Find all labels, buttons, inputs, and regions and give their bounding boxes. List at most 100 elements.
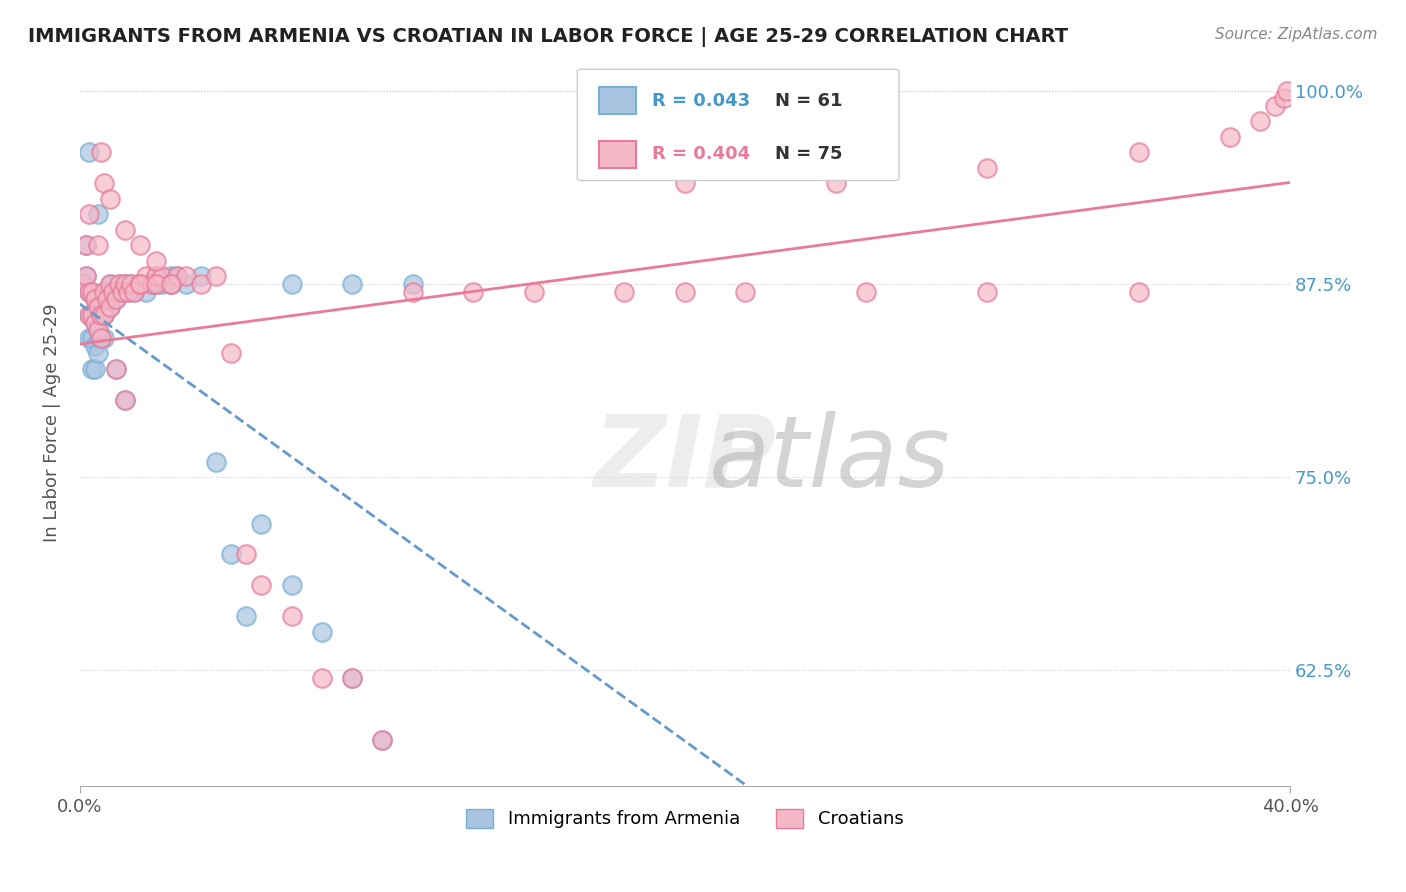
Point	[105, 362, 128, 376]
Point	[93, 308, 115, 322]
Point	[371, 733, 394, 747]
Point	[129, 277, 152, 291]
Point	[93, 308, 115, 322]
Point	[114, 392, 136, 407]
Point	[117, 285, 139, 299]
Point	[77, 285, 100, 299]
Text: ZIP: ZIP	[593, 411, 776, 508]
Point	[75, 269, 97, 284]
Point	[77, 308, 100, 322]
Point	[77, 331, 100, 345]
Point	[84, 316, 107, 330]
Point	[75, 238, 97, 252]
Point	[673, 177, 696, 191]
Point	[80, 331, 103, 345]
Point	[523, 285, 546, 299]
Point	[77, 145, 100, 160]
Point	[114, 392, 136, 407]
Point	[280, 609, 302, 624]
Point	[135, 269, 157, 284]
Point	[340, 671, 363, 685]
Point	[734, 285, 756, 299]
Point	[401, 277, 423, 291]
Text: R = 0.043: R = 0.043	[651, 92, 749, 110]
Point	[855, 285, 877, 299]
Point	[250, 516, 273, 531]
Point	[84, 339, 107, 353]
Point	[87, 300, 110, 314]
Point	[108, 277, 131, 291]
Point	[93, 285, 115, 299]
Point	[98, 192, 121, 206]
Point	[87, 300, 110, 314]
Point	[114, 223, 136, 237]
Point	[111, 285, 134, 299]
Point	[84, 316, 107, 330]
Bar	[599, 141, 636, 168]
Point	[280, 578, 302, 592]
Point	[311, 624, 333, 639]
Point	[145, 269, 167, 284]
Point	[219, 346, 242, 360]
Point	[80, 285, 103, 299]
Point	[250, 578, 273, 592]
Point	[72, 277, 94, 291]
Point	[77, 308, 100, 322]
Point	[340, 277, 363, 291]
Point	[98, 277, 121, 291]
Point	[1128, 285, 1150, 299]
Point	[80, 285, 103, 299]
Point	[98, 300, 121, 314]
Point	[141, 277, 163, 291]
Point	[120, 277, 142, 291]
Point	[129, 277, 152, 291]
Point	[235, 609, 257, 624]
Text: Source: ZipAtlas.com: Source: ZipAtlas.com	[1215, 27, 1378, 42]
Point	[613, 285, 636, 299]
Point	[108, 277, 131, 291]
Point	[145, 269, 167, 284]
Point	[205, 269, 228, 284]
Point	[101, 285, 124, 299]
Point	[145, 253, 167, 268]
Point	[1272, 91, 1295, 105]
Text: R = 0.404: R = 0.404	[651, 145, 749, 163]
FancyBboxPatch shape	[578, 70, 898, 180]
Point	[150, 269, 173, 284]
Point	[190, 269, 212, 284]
Point	[120, 277, 142, 291]
Point	[1128, 145, 1150, 160]
Point	[77, 207, 100, 221]
Point	[96, 293, 118, 307]
Point	[673, 285, 696, 299]
Point	[90, 308, 112, 322]
Point	[96, 293, 118, 307]
Point	[166, 269, 188, 284]
Point	[90, 331, 112, 345]
Point	[340, 671, 363, 685]
Point	[84, 293, 107, 307]
Point	[280, 277, 302, 291]
Point	[93, 177, 115, 191]
Point	[84, 293, 107, 307]
Point	[219, 548, 242, 562]
Point	[159, 269, 181, 284]
Point	[1264, 99, 1286, 113]
Point	[117, 285, 139, 299]
Point	[80, 308, 103, 322]
Point	[90, 331, 112, 345]
Point	[98, 300, 121, 314]
Bar	[599, 87, 636, 114]
Point	[90, 145, 112, 160]
Point	[1275, 83, 1298, 97]
Point	[105, 362, 128, 376]
Point	[311, 671, 333, 685]
Point	[145, 277, 167, 291]
Legend: Immigrants from Armenia, Croatians: Immigrants from Armenia, Croatians	[460, 802, 911, 836]
Point	[87, 323, 110, 337]
Point	[114, 277, 136, 291]
Point	[87, 207, 110, 221]
Point	[159, 277, 181, 291]
Y-axis label: In Labor Force | Age 25-29: In Labor Force | Age 25-29	[44, 304, 60, 542]
Point	[72, 277, 94, 291]
